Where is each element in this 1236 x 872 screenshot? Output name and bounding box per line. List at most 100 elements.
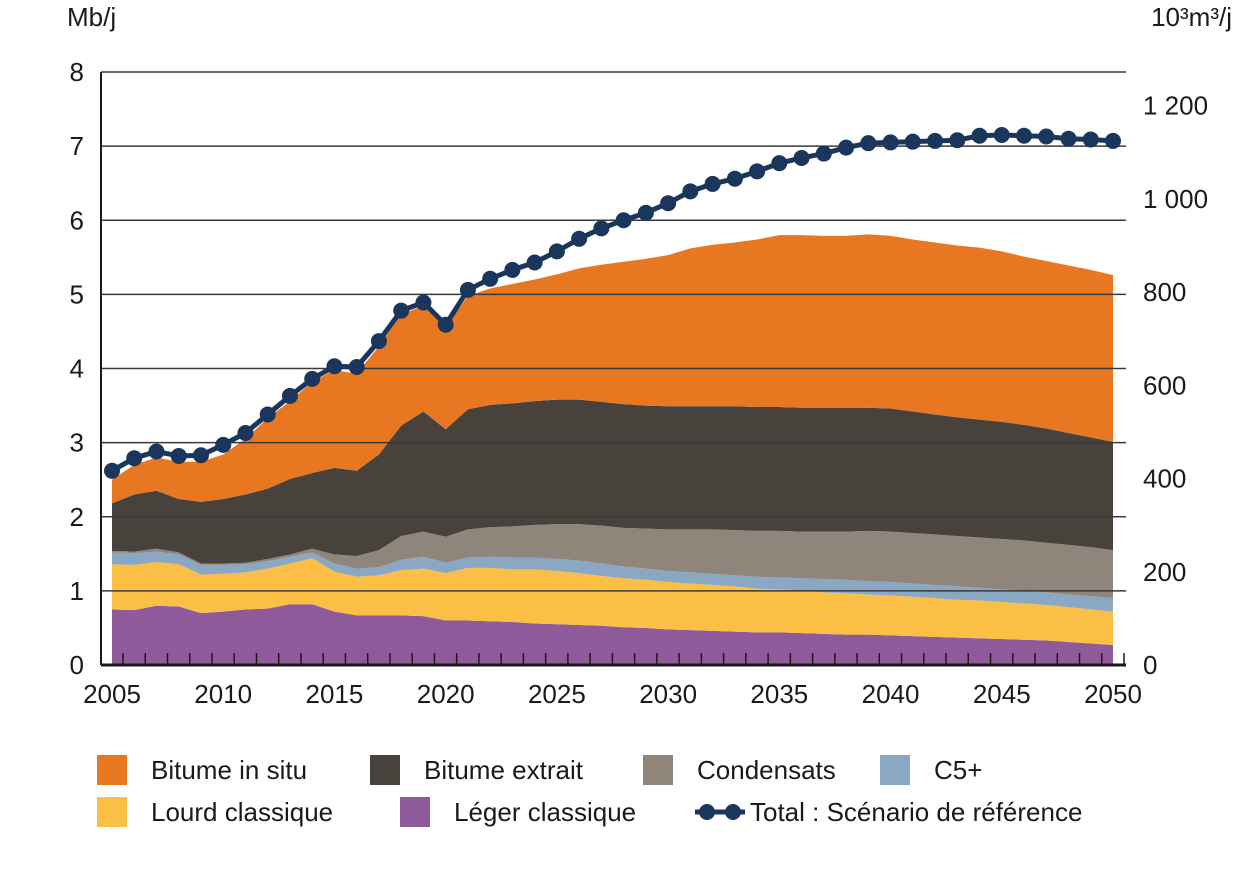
total-point: [482, 270, 499, 287]
total-point: [704, 175, 721, 192]
area-bitume-extrait: [112, 399, 1113, 564]
area-condensats: [112, 524, 1113, 599]
y-left-tick-label: 5: [70, 279, 84, 309]
total-point: [526, 254, 543, 271]
legend-label: Total : Scénario de référence: [750, 797, 1082, 827]
legend-swatch: [97, 797, 127, 827]
y-left-tick-label: 7: [70, 131, 84, 161]
total-point: [838, 139, 855, 156]
legend-label: Condensats: [697, 755, 836, 785]
total-point: [304, 370, 321, 387]
legend-swatch: [880, 755, 910, 785]
total-point: [437, 316, 454, 333]
legend-item: C5+: [880, 755, 982, 785]
total-point: [393, 302, 410, 319]
total-point: [415, 294, 432, 311]
total-point: [615, 212, 632, 229]
total-point: [1038, 128, 1055, 145]
total-point: [237, 424, 254, 441]
legend-item: Total : Scénario de référence: [695, 797, 1082, 827]
legend-label: Léger classique: [454, 797, 636, 827]
y-left-tick-label: 8: [70, 57, 84, 87]
legend-swatch: [97, 755, 127, 785]
total-point: [215, 436, 232, 453]
total-point: [1060, 130, 1077, 147]
total-point: [571, 230, 588, 247]
total-point: [904, 133, 921, 150]
y-left-tick-label: 6: [70, 205, 84, 235]
total-point: [993, 127, 1010, 144]
total-point: [637, 204, 654, 221]
total-point: [1016, 127, 1033, 144]
x-tick-label: 2010: [194, 679, 252, 709]
total-point: [504, 261, 521, 278]
legend-label: Lourd classique: [151, 797, 333, 827]
total-point: [749, 163, 766, 180]
total-point: [815, 145, 832, 162]
legend-item: Léger classique: [400, 797, 636, 827]
total-point: [882, 134, 899, 151]
y-left-tick-label: 2: [70, 502, 84, 532]
total-point: [370, 333, 387, 350]
y-right-tick-label: 400: [1143, 464, 1186, 494]
legend-swatch: [400, 797, 430, 827]
total-point: [148, 443, 165, 460]
legend-item: Bitume extrait: [370, 755, 584, 785]
total-point: [104, 462, 120, 479]
total-point: [548, 243, 565, 260]
x-tick-label: 2015: [306, 679, 364, 709]
total-point: [927, 132, 944, 149]
y-left-axis-label: Mb/j: [67, 2, 116, 32]
legend-swatch: [643, 755, 673, 785]
x-tick-label: 2030: [639, 679, 697, 709]
total-point: [860, 135, 877, 152]
legend: Bitume in situ Bitume extrait Condensats C5…: [97, 755, 1082, 827]
total-point: [793, 149, 810, 166]
legend-label: Bitume in situ: [151, 755, 307, 785]
x-tick-label: 2005: [83, 679, 141, 709]
y-right-tick-label: 0: [1143, 650, 1157, 680]
y-right-tick-label: 1 000: [1143, 184, 1208, 214]
total-point: [682, 183, 699, 200]
total-line-series: [104, 127, 1121, 479]
y-left-tick-label: 0: [70, 650, 84, 680]
total-point: [1105, 132, 1121, 149]
x-tick-label: 2035: [750, 679, 808, 709]
legend-swatch: [370, 755, 400, 785]
total-point: [192, 447, 209, 464]
legend-item: Condensats: [643, 755, 836, 785]
total-point: [771, 155, 788, 172]
legend-marker: [699, 804, 715, 820]
total-point: [459, 281, 476, 298]
total-point: [949, 132, 966, 149]
y-left-tick-label: 3: [70, 428, 84, 458]
area-l-ger-classique: [112, 604, 1113, 665]
axes: 0 1 2 3 4 5 6 7 8 0 200 400 600 800 1 000 1 200 2005 2010…: [70, 57, 1209, 709]
total-point: [170, 447, 187, 464]
legend-marker: [725, 804, 741, 820]
legend-item: Lourd classique: [97, 797, 333, 827]
total-point: [971, 127, 988, 144]
legend-label: C5+: [934, 755, 982, 785]
x-tick-label: 2040: [862, 679, 920, 709]
total-point: [1082, 131, 1099, 148]
x-tick-label: 2050: [1084, 679, 1142, 709]
area-layers: [112, 234, 1113, 665]
total-point: [660, 195, 677, 212]
total-point: [348, 359, 365, 376]
total-point: [281, 387, 298, 404]
legend-item: Bitume in situ: [97, 755, 307, 785]
legend-label: Bitume extrait: [424, 755, 584, 785]
x-tick-label: 2020: [417, 679, 475, 709]
y-right-tick-label: 1 200: [1143, 91, 1208, 121]
area-lourd-classique: [112, 558, 1113, 645]
y-right-tick-label: 800: [1143, 277, 1186, 307]
x-tick-label: 2045: [973, 679, 1031, 709]
total-point: [259, 406, 276, 423]
y-left-tick-label: 4: [70, 354, 84, 384]
y-left-tick-label: 1: [70, 576, 84, 606]
y-right-tick-label: 200: [1143, 557, 1186, 587]
total-point: [593, 220, 610, 237]
total-point: [126, 450, 143, 467]
